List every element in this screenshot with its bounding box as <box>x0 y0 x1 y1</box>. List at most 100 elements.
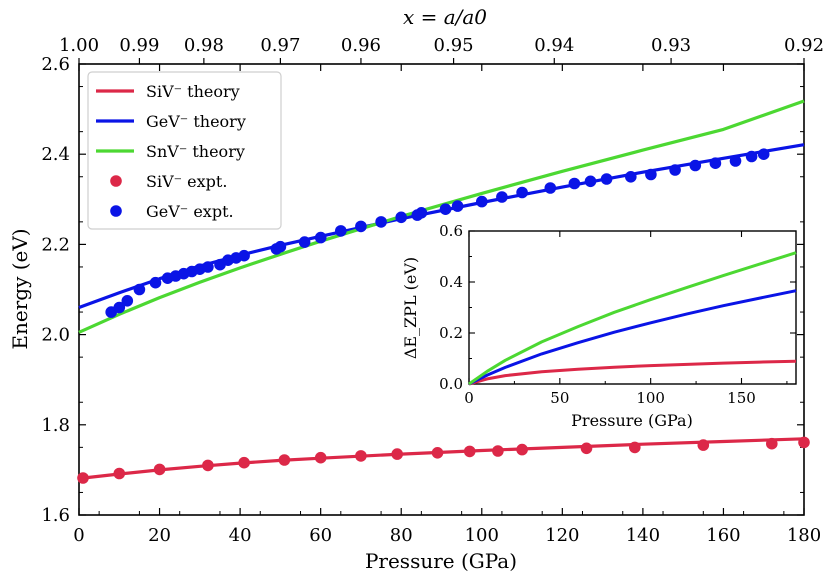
x-tick-label: 60 <box>309 525 332 546</box>
inset-y-tick-label: 0.4 <box>439 273 463 291</box>
inset-x-tick-label: 100 <box>636 389 665 407</box>
legend: SiV⁻ theory GeV⁻ theory SnV⁻ theory SiV⁻ ex… <box>87 71 282 230</box>
main-ticks: 0 20 40 60 80 100 120 140 160 180 1.6 1.8 2.0 2.2 2.4 2… <box>41 35 824 546</box>
data-point <box>149 276 162 289</box>
top-tick-label: 0.93 <box>651 35 691 56</box>
data-point <box>516 443 528 456</box>
top-axis-title: x = a/a0 <box>403 5 487 29</box>
inset-x-tick-label: 0 <box>464 389 474 407</box>
top-tick-label: 1.00 <box>59 35 99 56</box>
top-tick-label: 0.99 <box>119 35 159 56</box>
legend-marker <box>110 205 122 217</box>
data-point <box>113 467 126 480</box>
top-tick-label: 0.92 <box>784 35 824 56</box>
data-point <box>580 442 593 455</box>
data-point <box>629 441 641 454</box>
top-tick-label: 0.96 <box>341 35 381 56</box>
data-point <box>274 240 287 253</box>
data-point <box>113 301 126 314</box>
x-tick-label: 100 <box>465 525 499 546</box>
top-tick-label: 0.97 <box>260 35 300 56</box>
inset-series-line <box>468 359 797 386</box>
legend-label: SiV⁻ expt. <box>146 172 227 191</box>
main-series <box>77 99 810 484</box>
data-point <box>757 148 770 160</box>
data-point <box>238 456 250 469</box>
data-point <box>745 150 758 163</box>
data-point <box>298 236 311 248</box>
data-point <box>645 168 657 181</box>
x-tick-label: 40 <box>229 525 252 546</box>
data-point <box>492 445 504 457</box>
data-point <box>689 159 702 172</box>
inset-ticks: 0 50 100 150 0.0 0.2 0.4 0.6 <box>439 222 796 407</box>
data-point <box>391 448 404 460</box>
data-point <box>544 182 557 194</box>
x-tick-label: 140 <box>626 525 660 546</box>
inset-series <box>468 251 797 386</box>
data-point <box>766 437 778 450</box>
data-point <box>133 283 146 296</box>
data-point <box>476 195 488 208</box>
inset-x-tick-label: 50 <box>550 389 569 407</box>
inset-y-axis-title: ΔE_ZPL (eV) <box>401 257 420 359</box>
data-point <box>600 173 613 185</box>
top-tick-label: 0.98 <box>184 35 224 56</box>
data-point <box>153 463 166 476</box>
data-point <box>375 216 387 228</box>
data-point <box>568 177 581 190</box>
data-point <box>709 157 722 169</box>
legend-label: SnV⁻ theory <box>146 142 245 161</box>
data-point <box>314 451 327 464</box>
data-point <box>584 175 597 188</box>
inset-x-axis-title: Pressure (GPa) <box>571 411 693 430</box>
y-tick-label: 1.6 <box>41 505 70 526</box>
data-point <box>516 186 528 199</box>
data-point <box>697 439 710 451</box>
legend-box <box>87 71 282 230</box>
y-axis-title: Energy (eV) <box>8 228 32 349</box>
data-point <box>121 295 134 307</box>
x-tick-label: 120 <box>545 525 579 546</box>
inset-y-tick-label: 0.2 <box>439 324 463 342</box>
x-tick-label: 20 <box>148 525 171 546</box>
data-point <box>238 249 250 262</box>
data-point <box>314 231 327 244</box>
x-tick-label: 0 <box>73 525 84 546</box>
legend-label: GeV⁻ theory <box>146 112 246 131</box>
inset-y-tick-label: 0.6 <box>439 222 463 240</box>
data-point <box>278 454 291 466</box>
data-point <box>798 436 810 449</box>
inset-series-line <box>468 251 797 386</box>
inset-chart: 0 50 100 150 0.0 0.2 0.4 0.6 Pressure (GPa) ΔE_… <box>401 222 797 430</box>
inset-series-line <box>468 289 797 386</box>
data-point <box>463 445 476 458</box>
x-axis-title: Pressure (GPa) <box>365 549 517 573</box>
legend-label: SiV⁻ theory <box>146 82 240 101</box>
top-tick-label: 0.95 <box>434 35 474 56</box>
data-point <box>729 155 742 167</box>
data-point <box>335 225 347 237</box>
top-tick-label: 0.94 <box>534 35 574 56</box>
data-point <box>202 261 214 273</box>
y-tick-label: 2.4 <box>41 144 70 165</box>
data-point <box>669 164 681 176</box>
inset-y-tick-label: 0.0 <box>439 375 463 393</box>
data-point <box>415 207 428 219</box>
data-point <box>355 220 367 233</box>
inset-x-tick-label: 150 <box>727 389 756 407</box>
y-tick-label: 1.8 <box>41 415 70 436</box>
x-tick-label: 80 <box>390 525 413 546</box>
data-point <box>395 211 408 224</box>
data-point <box>77 472 89 484</box>
legend-label: GeV⁻ expt. <box>146 202 234 221</box>
y-tick-label: 2.0 <box>41 325 70 346</box>
data-point <box>431 447 444 459</box>
data-point <box>355 450 367 462</box>
y-tick-label: 2.6 <box>41 54 70 75</box>
legend-marker <box>110 175 122 187</box>
y-tick-label: 2.2 <box>41 234 70 255</box>
data-point <box>625 171 637 183</box>
x-tick-label: 180 <box>787 525 821 546</box>
